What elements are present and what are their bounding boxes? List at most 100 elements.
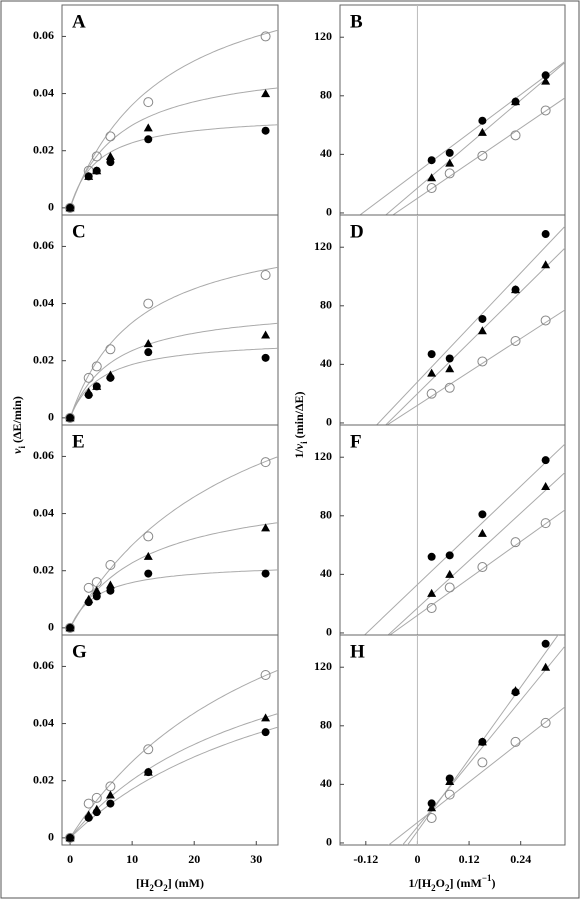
- y-tick-label: 0.06: [33, 28, 54, 42]
- y-tick-label: 0.02: [33, 352, 54, 366]
- y-tick-label: 0.02: [33, 142, 54, 156]
- data-point: [84, 391, 93, 399]
- data-point: [427, 799, 436, 808]
- y-tick-label: 0.04: [33, 715, 54, 729]
- panel: D 0 40 80 120: [314, 214, 566, 429]
- y-tick-label: 40: [320, 356, 332, 370]
- x-label: [H2O2] (mM): [136, 876, 204, 893]
- y-tick-label: 0.04: [33, 85, 54, 99]
- fit-line: [387, 706, 565, 845]
- data-point: [143, 97, 154, 108]
- x-label: 1/[H2O2] (mM−1): [409, 873, 496, 893]
- data-point: [84, 172, 93, 181]
- data-point: [106, 158, 115, 167]
- y-tick-label: 120: [314, 449, 332, 463]
- data-point: [261, 728, 270, 737]
- data-point: [445, 569, 455, 578]
- fit-curve: [69, 87, 278, 209]
- y-tick-label: 0.06: [33, 238, 54, 252]
- y-label-part: i: [17, 446, 27, 449]
- y-tick-label: 0: [48, 620, 54, 634]
- panel: B 0 40 80 120: [314, 4, 566, 219]
- x-tick-label: 10: [126, 852, 138, 866]
- y-tick-label: 120: [314, 659, 332, 673]
- data-point: [477, 326, 487, 335]
- panel: F 0 40 80 120: [314, 424, 566, 639]
- data-point: [541, 230, 550, 239]
- y-label-part: v: [10, 448, 24, 454]
- left-y-label: vi (ΔE/min): [10, 396, 27, 454]
- panel-label: E: [72, 431, 85, 452]
- data-point: [541, 639, 550, 648]
- y-tick-label: 0: [326, 415, 332, 429]
- data-point: [540, 717, 551, 728]
- data-point: [427, 156, 436, 165]
- data-point: [540, 518, 551, 529]
- data-point: [477, 757, 488, 768]
- data-point: [511, 688, 520, 697]
- y-tick-label: 0: [326, 625, 332, 639]
- panel: G 0 0.02 0.04 0.06 0 10 20 30: [33, 634, 279, 866]
- data-point: [444, 582, 455, 593]
- data-point: [66, 413, 75, 422]
- data-point: [261, 523, 271, 532]
- data-point: [427, 350, 436, 359]
- data-point: [260, 670, 271, 680]
- y-tick-label: 0: [48, 830, 54, 844]
- y-tick-label: 0.02: [33, 562, 54, 576]
- data-point: [541, 260, 551, 269]
- data-point: [91, 792, 102, 803]
- fit-curve: [69, 29, 278, 209]
- data-point: [143, 551, 153, 560]
- x-label-part: 2: [431, 883, 436, 893]
- panel-label: D: [350, 221, 364, 242]
- y-tick-label: 40: [320, 776, 332, 790]
- data-point: [143, 744, 154, 755]
- data-point: [510, 335, 521, 346]
- data-point: [510, 736, 521, 747]
- data-point: [83, 582, 94, 593]
- data-point: [261, 353, 270, 362]
- y-tick-label: 0: [48, 200, 54, 214]
- y-label-part: i: [299, 441, 309, 444]
- data-point: [426, 183, 437, 194]
- data-point: [92, 808, 101, 817]
- y-tick-label: 80: [320, 88, 332, 102]
- y-tick-label: 80: [320, 718, 332, 732]
- fit-line: [389, 509, 565, 635]
- data-point: [427, 368, 437, 377]
- data-point: [445, 364, 455, 373]
- data-point: [478, 116, 487, 125]
- data-point: [477, 528, 487, 537]
- data-point: [477, 562, 488, 573]
- data-point: [105, 580, 115, 589]
- x-label-part: 2: [149, 883, 154, 893]
- fit-line: [363, 443, 565, 635]
- data-point: [426, 813, 437, 824]
- data-point: [477, 150, 488, 161]
- plot-frame: [61, 424, 279, 636]
- panel-label: B: [350, 11, 363, 32]
- y-label-part: (min/ΔE): [292, 391, 306, 441]
- data-point: [144, 348, 153, 357]
- data-point: [261, 569, 270, 578]
- x-tick-label: -0.12: [353, 852, 378, 866]
- data-point: [445, 551, 454, 560]
- x-label-part: ] (mM): [168, 876, 204, 890]
- data-point: [260, 31, 271, 42]
- y-tick-label: 80: [320, 298, 332, 312]
- x-tick-label: 20: [188, 852, 200, 866]
- data-point: [541, 456, 550, 465]
- data-point: [540, 105, 551, 116]
- panel-label: A: [72, 11, 86, 32]
- y-tick-label: 0: [48, 410, 54, 424]
- data-point: [261, 89, 271, 98]
- data-point: [445, 148, 454, 157]
- fit-line: [375, 225, 565, 425]
- data-point: [541, 662, 551, 671]
- data-point: [477, 127, 487, 136]
- panel: E 0 0.02 0.04 0.06: [33, 424, 279, 636]
- fit-curve: [69, 569, 278, 629]
- data-point: [105, 560, 116, 570]
- data-point: [427, 173, 437, 182]
